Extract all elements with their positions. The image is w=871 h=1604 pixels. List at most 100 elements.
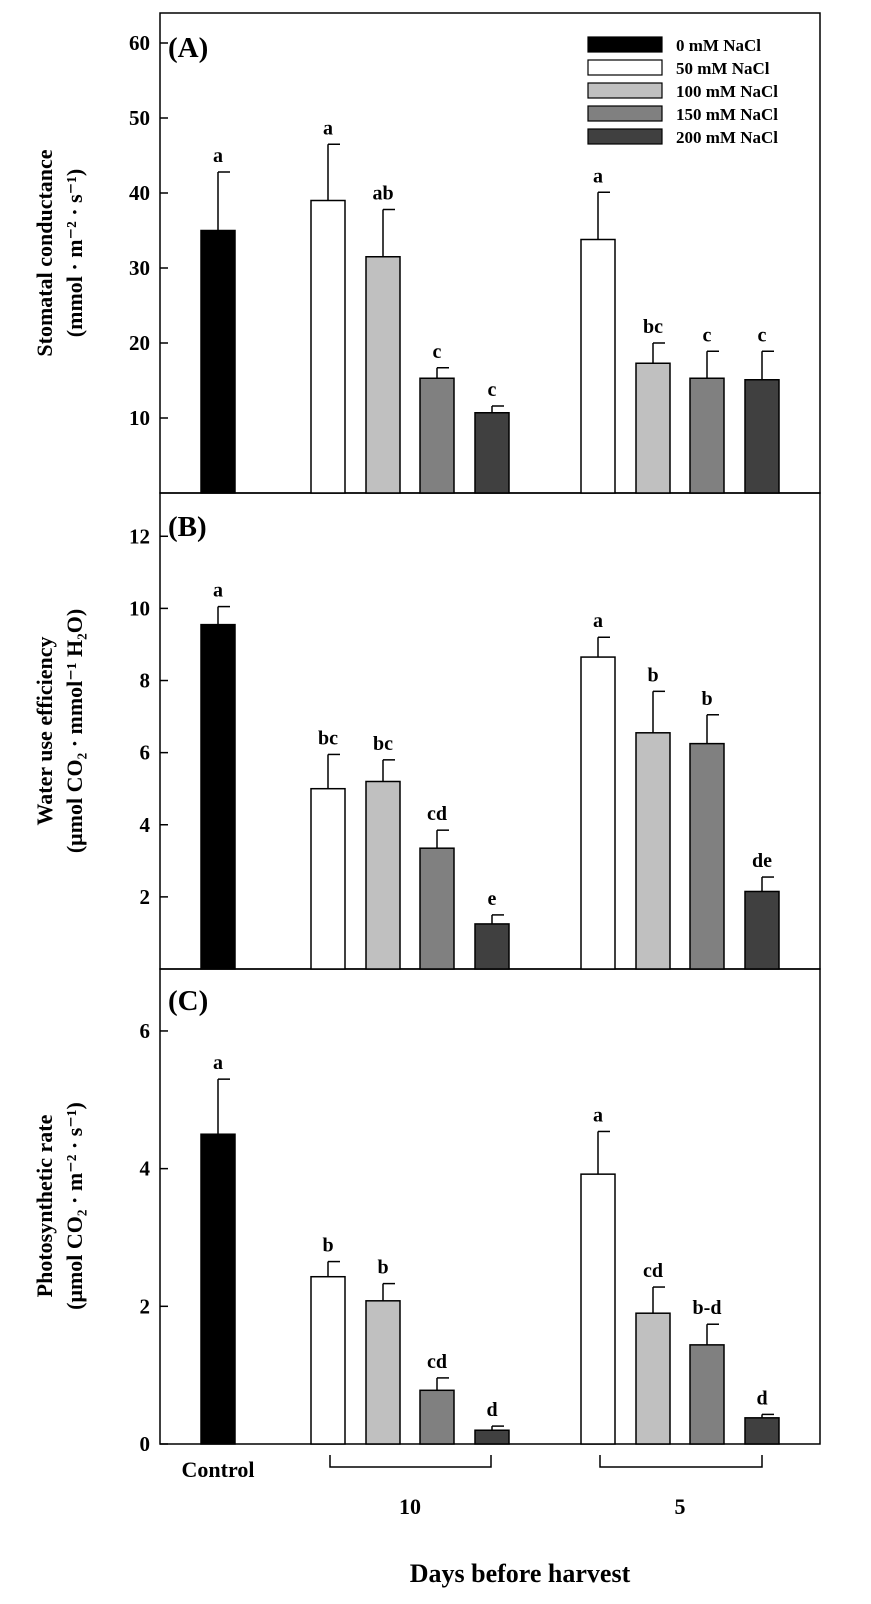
panel-2-ytick-label: 4: [140, 1157, 151, 1181]
bar: [689, 1344, 725, 1445]
bar: [635, 362, 671, 494]
significance-letter: a: [323, 117, 333, 139]
bar: [635, 732, 671, 970]
bar: [310, 199, 346, 494]
significance-letter: d: [756, 1387, 767, 1409]
group-label-5: 5: [675, 1494, 686, 1519]
significance-letter: c: [758, 324, 767, 346]
bracket-10-days: [329, 1455, 492, 1468]
legend-label: 150 mM NaCl: [676, 105, 778, 124]
significance-letter: b-d: [693, 1297, 722, 1319]
bar: [419, 1389, 455, 1445]
panel-2-ytick-label: 0: [140, 1432, 151, 1456]
bar: [200, 1133, 236, 1445]
legend: 0 mM NaCl 50 mM NaCl 100 mM NaCl 150 mM NaC…: [587, 36, 778, 147]
legend-label: 50 mM NaCl: [676, 59, 770, 78]
group-label-control: Control: [182, 1457, 255, 1482]
significance-letter: a: [213, 145, 223, 167]
significance-letter: b: [377, 1257, 388, 1279]
bar: [200, 229, 236, 494]
legend-swatch: [587, 128, 663, 145]
bar: [744, 379, 780, 494]
legend-swatch: [587, 36, 663, 53]
significance-letter: de: [752, 850, 772, 872]
significance-letter: a: [593, 610, 603, 632]
significance-letter: cd: [643, 1260, 663, 1282]
panel-a-ylabel-line1: Stomatal conductance: [32, 149, 57, 356]
legend-swatch: [587, 105, 663, 122]
bar: [365, 1300, 401, 1445]
bracket-5-days: [599, 1455, 763, 1468]
significance-letter: bc: [318, 727, 338, 749]
significance-letter: bc: [373, 733, 393, 755]
legend-label: 100 mM NaCl: [676, 82, 778, 101]
group-label-10: 10: [399, 1494, 421, 1519]
significance-letter: a: [213, 580, 223, 602]
bar: [419, 847, 455, 970]
panel-b-ylabel: Water use efficiency (μmol CO₂ · mmol⁻¹ …: [32, 609, 87, 853]
bar: [580, 656, 616, 970]
panel-a-ylabel: Stomatal conductance (mmol · m⁻² · s⁻¹): [32, 149, 87, 356]
significance-letter: c: [433, 341, 442, 363]
legend-label: 0 mM NaCl: [676, 36, 761, 55]
significance-letter: a: [213, 1052, 223, 1074]
bar: [689, 377, 725, 494]
bar: [200, 623, 236, 970]
axis-ticks: 10 20 30 40 50 60 2 4 6 8 10 12 0 2 4 6: [129, 31, 168, 1456]
panel-b-ylabel-line1: Water use efficiency: [32, 637, 57, 826]
panel-0-ytick-label: 30: [129, 256, 150, 280]
panel-1-ytick-label: 2: [140, 885, 151, 909]
significance-letter: b: [701, 688, 712, 710]
significance-letter: c: [703, 324, 712, 346]
bar: [474, 1429, 510, 1445]
panel-c-ylabel: Photosynthetic rate (μmol CO₂ · m⁻² · s⁻…: [32, 1102, 87, 1310]
panel-1-ytick-label: 8: [140, 669, 151, 693]
bar: [474, 923, 510, 970]
significance-letter: ab: [372, 183, 393, 205]
panel-a-label: (A): [168, 32, 208, 64]
bar: [310, 1275, 346, 1445]
legend-swatch: [587, 59, 663, 76]
bar: [365, 256, 401, 494]
panel-2-ytick-label: 2: [140, 1294, 151, 1318]
bar: [580, 238, 616, 494]
bar: [635, 1312, 671, 1445]
bar: [419, 377, 455, 494]
panel-0-ytick-label: 40: [129, 181, 150, 205]
panel-c-ylabel-line1: Photosynthetic rate: [32, 1114, 57, 1297]
significance-letter: bc: [643, 316, 663, 338]
panel-c-ylabel-line2: (μmol CO₂ · m⁻² · s⁻¹): [62, 1102, 87, 1310]
panel-0-ytick-label: 10: [129, 406, 150, 430]
panel-1-ytick-label: 12: [129, 524, 150, 548]
legend-label: 200 mM NaCl: [676, 128, 778, 147]
significance-letter: a: [593, 165, 603, 187]
bar: [744, 1417, 780, 1445]
panel-2-ytick-label: 6: [140, 1019, 151, 1043]
panel-b-label: (B): [168, 511, 207, 543]
significance-letter: b: [322, 1235, 333, 1257]
x-axis-title: Days before harvest: [410, 1559, 631, 1588]
significance-letter: d: [486, 1399, 497, 1421]
panel-a-ylabel-line2: (mmol · m⁻² · s⁻¹): [62, 169, 87, 337]
bar: [744, 890, 780, 970]
significance-letter: cd: [427, 803, 447, 825]
bar: [689, 742, 725, 970]
panel-0-ytick-label: 50: [129, 106, 150, 130]
significance-letter: e: [488, 888, 497, 910]
bar: [580, 1173, 616, 1445]
significance-letter: a: [593, 1104, 603, 1126]
significance-letter: c: [488, 379, 497, 401]
panel-1-ytick-label: 10: [129, 596, 150, 620]
bar: [474, 412, 510, 494]
bar: [310, 787, 346, 970]
legend-swatch: [587, 82, 663, 99]
panel-0-ytick-label: 20: [129, 331, 150, 355]
panel-1-ytick-label: 6: [140, 741, 151, 765]
panel-c-label: (C): [168, 985, 208, 1017]
panel-b-ylabel-line2: (μmol CO₂ · mmol⁻¹ H₂O): [62, 609, 87, 853]
significance-letter: b: [647, 664, 658, 686]
significance-letter: cd: [427, 1351, 447, 1373]
